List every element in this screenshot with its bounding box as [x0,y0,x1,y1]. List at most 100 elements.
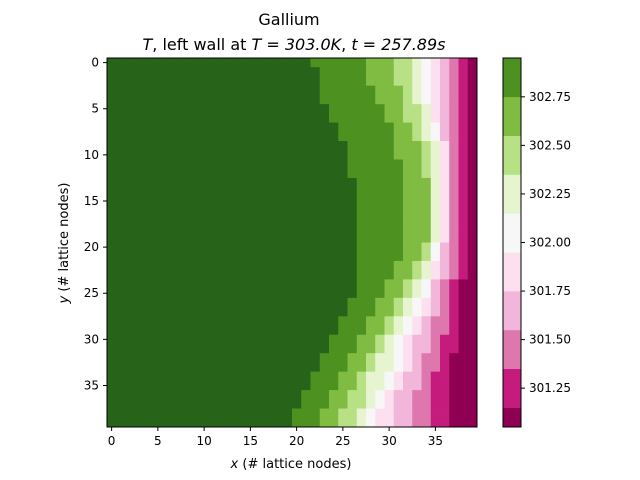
heatmap-cell [347,85,358,96]
heatmap-cell [208,205,219,216]
heatmap-cell [273,260,284,271]
heatmap-cell [190,307,200,317]
heatmap-cell [412,94,422,105]
heatmap-cell [218,214,228,225]
heatmap-cell [162,343,173,354]
heatmap-cell [440,297,450,308]
heatmap-cell [245,131,256,142]
heatmap-cell [153,399,163,409]
heatmap-cell [356,390,367,400]
heatmap-cell [356,113,367,123]
heatmap-cell [153,334,163,345]
heatmap-cell [338,122,348,133]
heatmap-cell [162,177,173,188]
heatmap-cell [153,380,163,391]
heatmap-cell [449,150,459,160]
heatmap-cell [458,270,469,280]
heatmap-cell [366,113,376,123]
heatmap-cell [208,251,219,262]
heatmap-cell [366,187,376,197]
heatmap-cell [467,168,478,179]
heatmap-cell [181,85,191,96]
heatmap-cell [356,371,367,382]
heatmap-cell [264,297,274,308]
heatmap-cell [181,380,191,391]
heatmap-cell [329,325,339,336]
heatmap-cell [218,362,228,373]
heatmap-cell [208,168,219,179]
heatmap-cell [403,214,413,225]
heatmap-cell [375,297,385,308]
heatmap-cell [134,260,145,271]
heatmap-cell [356,233,367,243]
heatmap-cell [347,205,358,216]
heatmap-cell [227,233,237,243]
y-axis-label: y (# lattice nodes) [57,183,72,305]
heatmap-cell [440,380,450,391]
heatmap-cell [440,159,450,170]
heatmap-cell [153,325,163,336]
heatmap-cell [153,113,163,123]
heatmap-cell [319,104,330,114]
heatmap-cell [282,325,293,336]
heatmap-cell [107,85,117,96]
heatmap-cell [171,196,182,207]
heatmap-cell [218,343,228,354]
heatmap-cell [171,58,182,68]
heatmap-cell [199,177,210,188]
heatmap-cell [273,362,284,373]
heatmap-cell [199,260,210,271]
heatmap-cell [162,58,173,68]
heatmap-cell [292,251,302,262]
heatmap-cell [218,76,228,87]
heatmap-cell [134,380,145,391]
heatmap-cell [467,288,478,299]
heatmap-cell [338,343,348,354]
heatmap-cell [107,297,117,308]
heatmap-cell [282,390,293,400]
heatmap-cell [190,76,200,87]
heatmap-cell [467,260,478,271]
heatmap-cell [107,270,117,280]
heatmap-cell [282,380,293,391]
heatmap-cell [190,334,200,345]
heatmap-cell [319,380,330,391]
heatmap-cell [338,58,348,68]
heatmap-cell [199,399,210,409]
heatmap-cell [393,58,404,68]
heatmap-cell [144,76,154,87]
heatmap-cell [273,159,284,170]
heatmap-cell [366,307,376,317]
heatmap-cell [347,104,358,114]
heatmap-cell [421,316,432,326]
heatmap-cell [134,104,145,114]
heatmap-cell [153,104,163,114]
heatmap-cell [375,113,385,123]
heatmap-cell [393,242,404,253]
heatmap-cell [412,260,422,271]
heatmap-cell [440,325,450,336]
heatmap-cell [181,141,191,151]
heatmap-cell [430,251,441,262]
heatmap-cell [125,233,136,243]
heatmap-cell [449,67,459,77]
heatmap-cell [384,150,395,160]
heatmap-cell [144,113,154,123]
heatmap-cell [421,343,432,354]
heatmap-cell [338,113,348,123]
heatmap-cell [375,187,385,197]
heatmap-cell [245,279,256,290]
heatmap-cell [292,307,302,317]
heatmap-cell [329,58,339,68]
heatmap-cell [338,76,348,87]
heatmap-cell [107,371,117,382]
heatmap-cell [181,343,191,354]
heatmap-cell [347,168,358,179]
heatmap-cell [356,334,367,345]
heatmap-cell [107,76,117,87]
heatmap-cell [366,67,376,77]
heatmap-cell [403,233,413,243]
heatmap-cell [227,307,237,317]
heatmap-cell [366,353,376,363]
heatmap-cell [181,399,191,409]
